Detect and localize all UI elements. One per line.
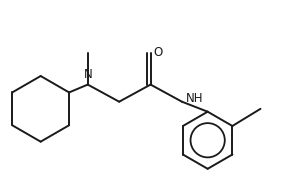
Text: O: O (153, 46, 163, 59)
Text: N: N (83, 68, 92, 81)
Text: NH: NH (185, 92, 203, 105)
